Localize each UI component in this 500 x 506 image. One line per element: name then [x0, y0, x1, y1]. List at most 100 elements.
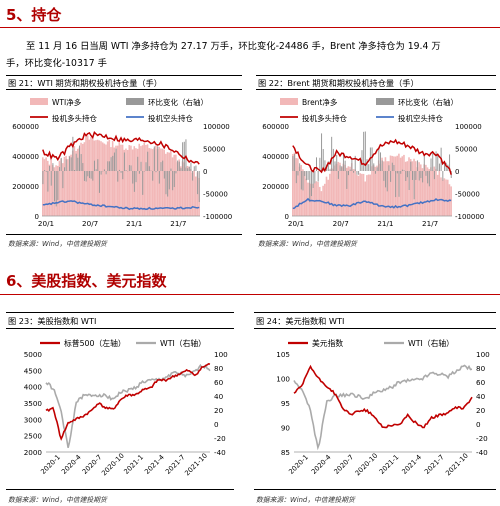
change-bar	[62, 171, 64, 189]
change-bar	[74, 169, 76, 171]
net-long-bar	[389, 155, 392, 216]
change-bar	[341, 166, 343, 171]
change-bar	[385, 171, 387, 188]
right-axis-tick: 80	[214, 364, 224, 373]
net-long-bar	[193, 170, 195, 216]
change-bar	[363, 131, 365, 171]
net-long-bar	[377, 160, 380, 216]
change-bar	[412, 171, 413, 180]
x-axis-tick: 20/1	[38, 219, 54, 228]
change-bar	[353, 171, 355, 173]
net-long-bar	[440, 177, 442, 216]
change-bar	[423, 155, 425, 171]
change-bar	[152, 171, 154, 181]
x-axis-tick: 2021-10	[444, 452, 470, 478]
net-long-bar	[76, 148, 79, 216]
left-axis-tick: 85	[281, 448, 290, 457]
net-long-bar	[70, 154, 72, 216]
change-bar	[324, 160, 326, 171]
change-bar	[118, 169, 120, 171]
net-long-bar	[128, 145, 131, 216]
change-bar	[93, 160, 95, 171]
net-long-bar	[335, 163, 338, 216]
change-bar	[401, 169, 403, 171]
left-axis-tick: 400000	[262, 153, 289, 161]
net-long-bar	[42, 157, 44, 216]
legend-label: 标普500（左轴）	[64, 338, 126, 348]
net-long-bar	[371, 166, 373, 216]
change-bar	[354, 155, 356, 171]
change-bar	[329, 169, 331, 171]
change-bar	[70, 157, 72, 171]
left-axis-tick: 600000	[262, 123, 289, 131]
change-bar	[85, 171, 87, 182]
change-bar	[327, 161, 329, 171]
change-bar	[103, 169, 105, 171]
brent-position-chart: Brent净多 环比变化（右轴） 投机多头持仓 投机空头持仓 600000 400000 2…	[262, 97, 484, 228]
change-bar	[415, 171, 417, 180]
net-long-bar	[332, 168, 335, 216]
right-axis-tick: -50000	[203, 191, 228, 199]
change-bar	[403, 170, 405, 171]
net-long-bar	[161, 148, 164, 216]
change-bar	[442, 171, 444, 181]
legend-label: 投机多头持仓	[302, 113, 347, 123]
change-bar	[376, 167, 378, 171]
net-long-bar	[45, 157, 47, 216]
net-long-bar	[396, 155, 399, 216]
change-bar	[410, 161, 412, 171]
change-bar	[108, 161, 110, 171]
change-bar	[115, 148, 117, 171]
change-bar	[430, 158, 432, 171]
change-bar	[396, 171, 398, 174]
right-axis-tick: 50000	[203, 146, 225, 154]
x-axis-tick: 21/7	[170, 219, 186, 228]
net-long-bar	[313, 183, 316, 216]
figure-title: 图 24：美元指数和 WTI	[256, 316, 345, 326]
figure-source: 数据来源：Wind，中信建投期货	[8, 496, 107, 504]
net-long-bar	[75, 150, 77, 216]
wti-position-chart: WTI净多 环比变化（右轴） 投机多头持仓 投机空头持仓 600000 400000 200…	[12, 97, 232, 228]
change-bar	[297, 171, 299, 176]
change-bar	[383, 171, 385, 181]
net-long-bar	[81, 143, 84, 216]
net-long-bar	[140, 146, 142, 216]
net-long-bar	[73, 146, 76, 216]
figure-rule-top	[254, 312, 496, 313]
figure-rule-bottom	[6, 234, 242, 235]
change-bar	[400, 171, 402, 174]
net-long-bar	[156, 148, 159, 216]
section-divider	[0, 27, 500, 28]
legend-label: 美元指数	[312, 338, 343, 348]
change-bar	[294, 153, 296, 171]
change-bar	[75, 153, 77, 171]
net-long-bar	[305, 178, 308, 216]
change-bar	[65, 159, 67, 171]
net-long-bar	[121, 144, 124, 216]
right-axis-tick: 40	[214, 392, 224, 401]
left-axis-tick: 4000	[24, 383, 43, 392]
change-bar	[190, 162, 192, 171]
change-bar	[77, 157, 79, 171]
change-bar	[417, 160, 419, 171]
right-axis-tick: -20	[476, 434, 488, 443]
change-bar	[364, 131, 366, 171]
figure-rule-top	[256, 75, 496, 76]
figure-rule-top	[6, 75, 242, 76]
net-long-bar	[382, 161, 385, 216]
net-long-bar	[108, 139, 111, 216]
wti-line	[293, 364, 473, 451]
change-bar	[348, 171, 349, 176]
net-long-bar	[334, 165, 336, 216]
change-bar	[80, 154, 82, 171]
change-bar	[437, 154, 439, 171]
figure-rule-bottom	[6, 489, 234, 490]
net-long-bar	[330, 168, 333, 216]
x-axis-tick: 2021-1	[378, 453, 401, 476]
net-long-bar	[379, 163, 382, 216]
right-axis-tick: 100000	[203, 123, 230, 131]
change-bar	[83, 171, 85, 181]
net-long-bar	[110, 147, 112, 216]
net-long-bar	[148, 148, 151, 216]
left-axis-tick: 0	[285, 213, 289, 221]
